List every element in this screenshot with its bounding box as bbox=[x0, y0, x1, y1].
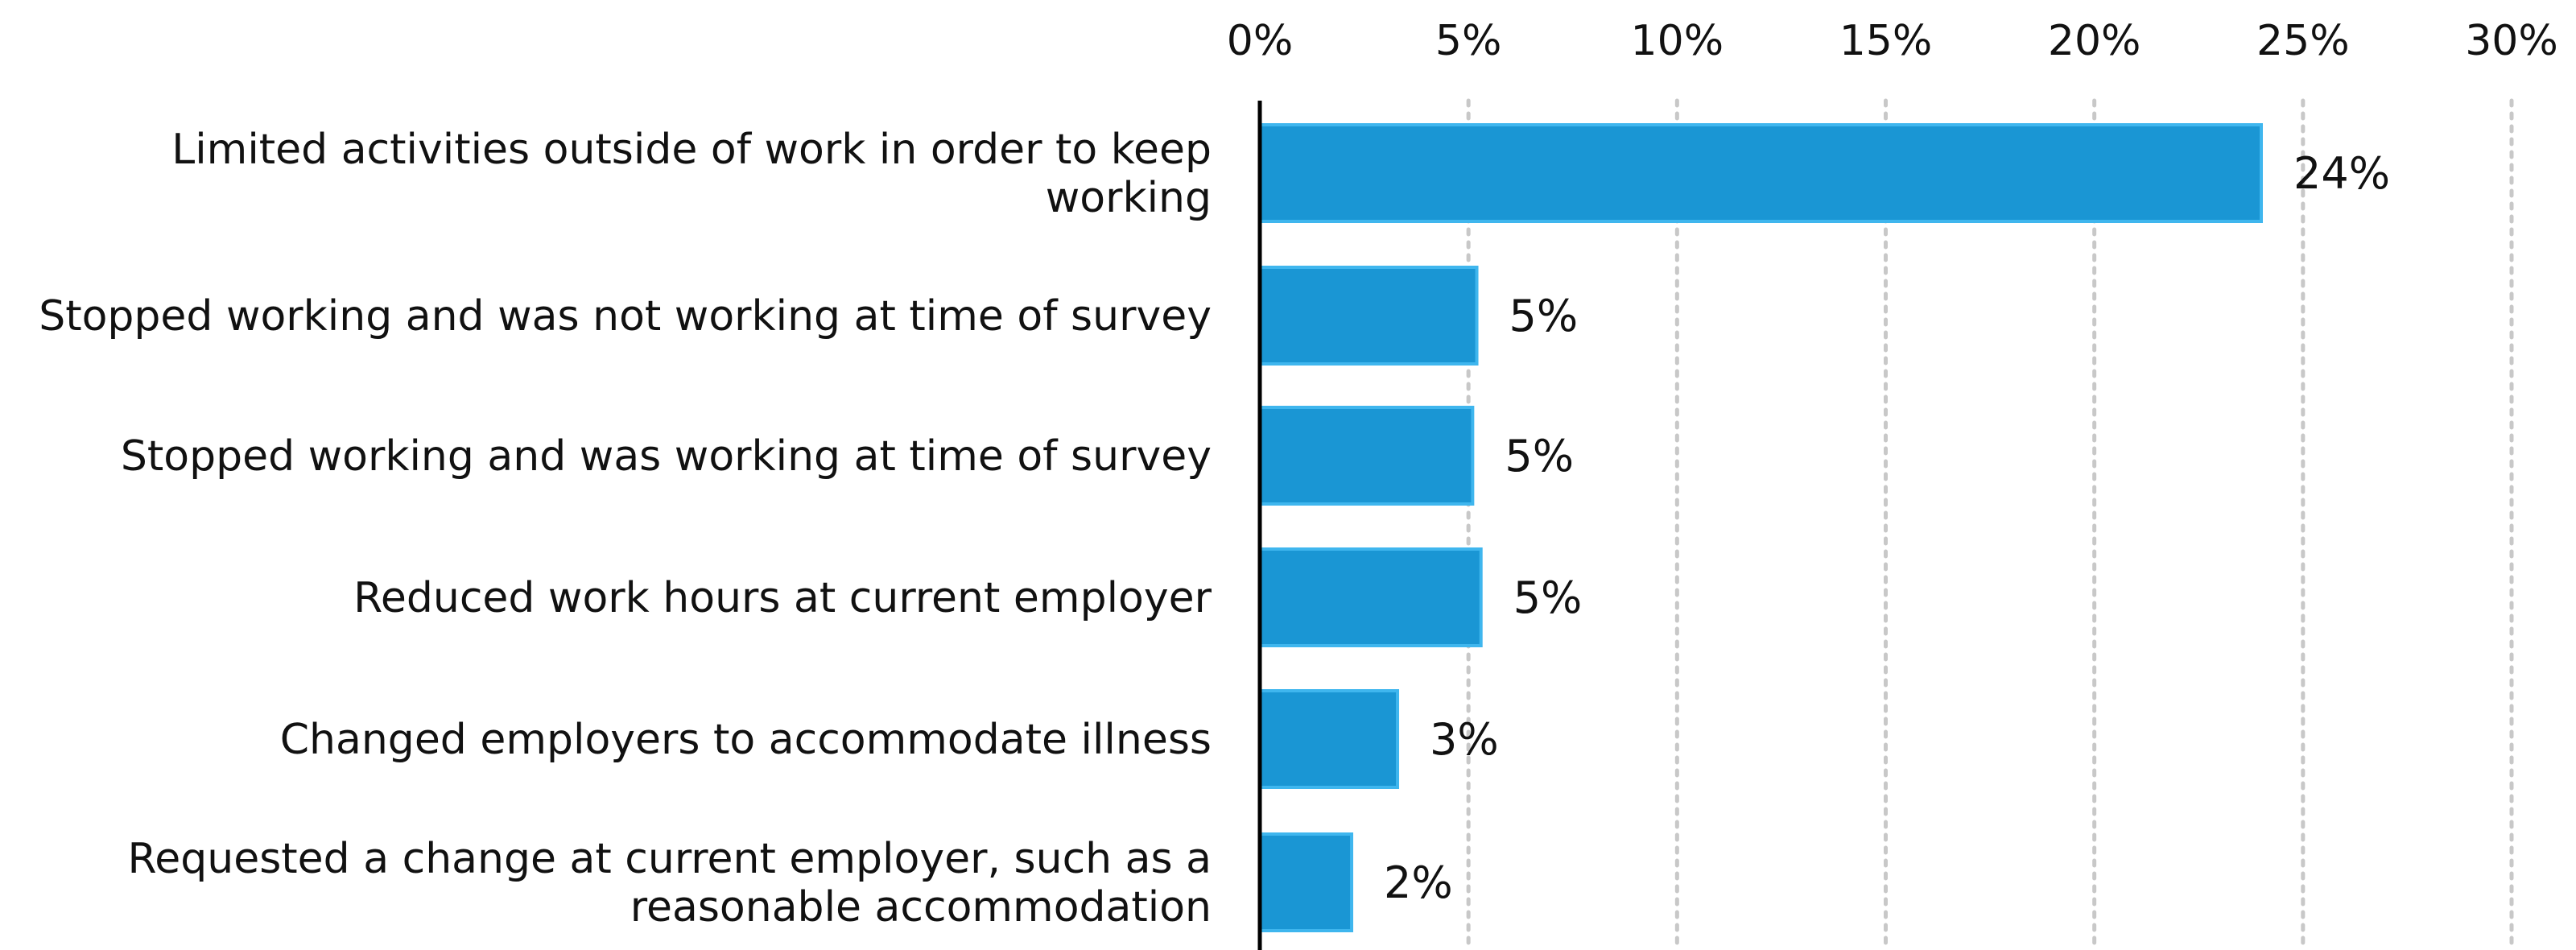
value-label: 24% bbox=[2293, 148, 2390, 199]
category-label: Stopped working and was working at time … bbox=[121, 432, 1212, 481]
category-label-line: reasonable accommodation bbox=[630, 883, 1212, 931]
category-label-line: Stopped working and was working at time … bbox=[121, 432, 1212, 481]
bar bbox=[1258, 123, 2263, 223]
category-label-line: Stopped working and was not working at t… bbox=[39, 292, 1212, 341]
x-tick-label: 15% bbox=[1839, 17, 1933, 65]
category-label: Limited activities outside of work in or… bbox=[171, 126, 1212, 222]
bar bbox=[1258, 547, 1483, 647]
category-label: Changed employers to accommodate illness bbox=[280, 716, 1212, 764]
x-tick-label: 10% bbox=[1631, 17, 1724, 65]
category-labels: Limited activities outside of work in or… bbox=[39, 126, 1212, 931]
x-tick-label: 5% bbox=[1435, 17, 1502, 65]
category-label: Requested a change at current employer, … bbox=[127, 835, 1212, 931]
gridlines bbox=[1466, 98, 2514, 950]
bars bbox=[1258, 123, 2263, 932]
x-tick-label: 0% bbox=[1227, 17, 1294, 65]
value-labels: 24% 5% 5% 5% 3% 2% bbox=[1384, 148, 2390, 908]
bar bbox=[1258, 266, 1479, 366]
category-label: Stopped working and was not working at t… bbox=[39, 292, 1212, 341]
bar bbox=[1258, 406, 1475, 506]
category-label-line: working bbox=[1046, 174, 1212, 222]
category-label-line: Requested a change at current employer, … bbox=[127, 835, 1212, 883]
x-tick-label: 20% bbox=[2048, 17, 2141, 65]
bar bbox=[1258, 689, 1400, 789]
x-axis-ticks: 0% 5% 10% 15% 20% 25% 30% bbox=[1227, 17, 2558, 65]
value-label: 5% bbox=[1505, 431, 1574, 481]
value-label: 5% bbox=[1509, 291, 1579, 341]
value-label: 5% bbox=[1513, 572, 1583, 623]
x-tick-label: 25% bbox=[2256, 17, 2350, 65]
value-label: 2% bbox=[1384, 857, 1453, 908]
category-label-line: Changed employers to accommodate illness bbox=[280, 716, 1212, 764]
x-tick-label: 30% bbox=[2465, 17, 2558, 65]
category-label: Reduced work hours at current employer bbox=[353, 574, 1212, 622]
category-label-line: Reduced work hours at current employer bbox=[353, 574, 1212, 622]
category-label-line: Limited activities outside of work in or… bbox=[171, 126, 1212, 174]
bar bbox=[1258, 832, 1354, 932]
value-label: 3% bbox=[1430, 714, 1499, 765]
